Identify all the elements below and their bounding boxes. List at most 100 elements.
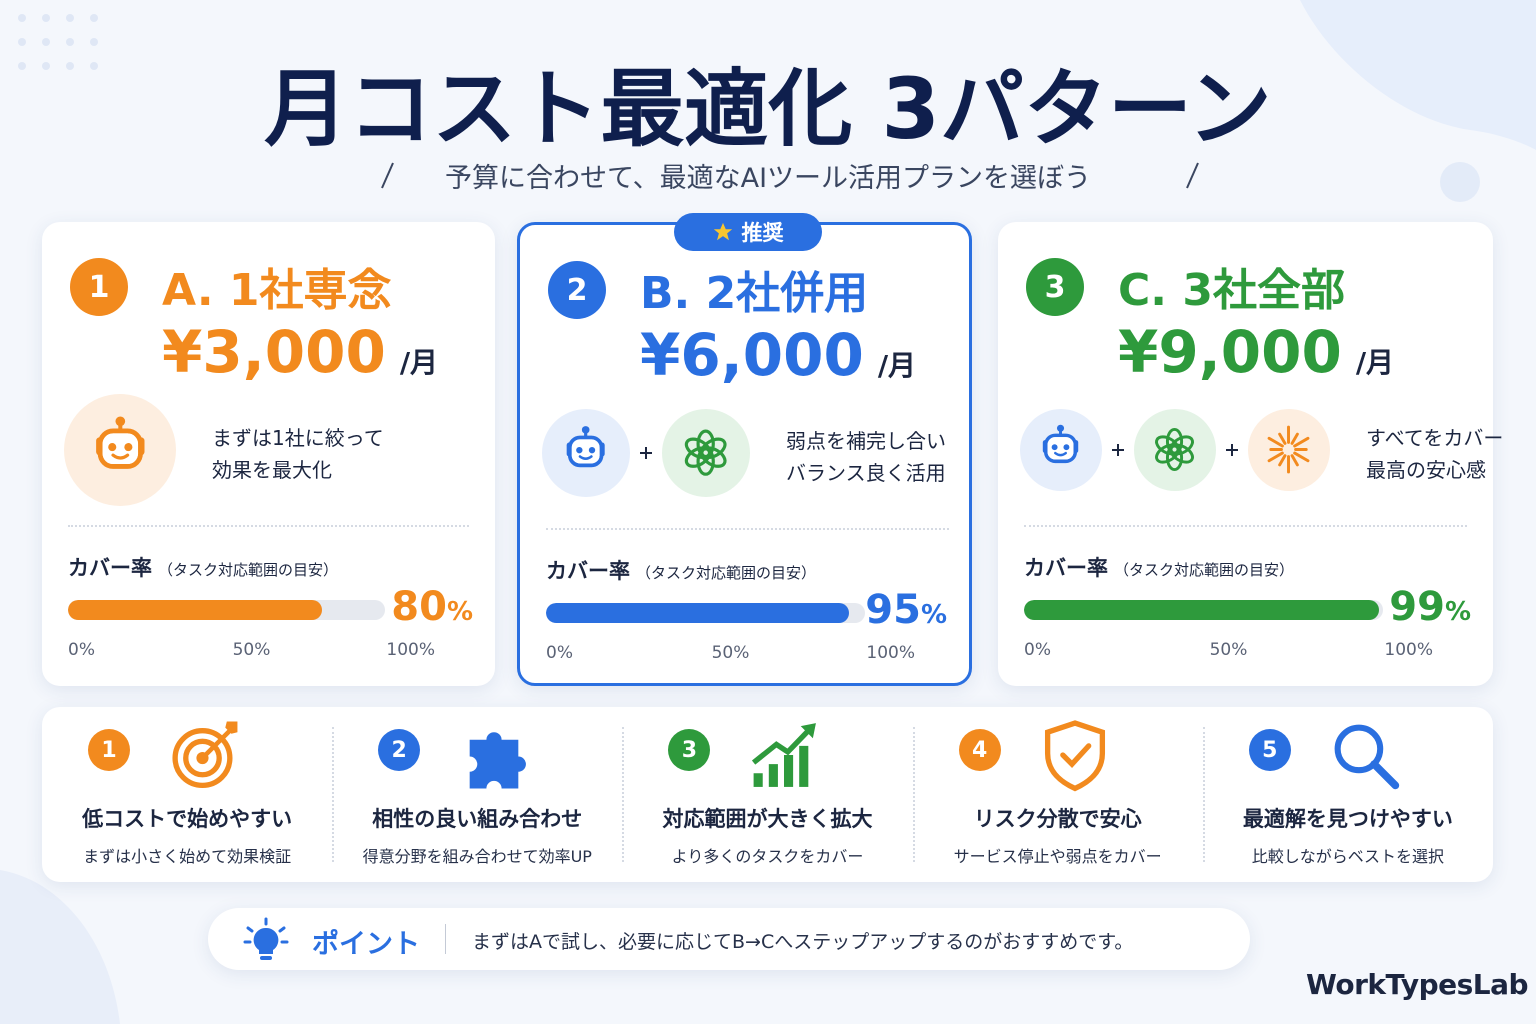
- coverage-track: [68, 600, 385, 620]
- tick-label: 50%: [1209, 640, 1248, 660]
- price-unit: /月: [1355, 346, 1395, 379]
- coverage-value: 95%: [865, 587, 947, 633]
- plan-number: 1: [70, 258, 128, 316]
- recommended-badge: 推奨: [673, 213, 822, 251]
- coverage-number: 95: [865, 587, 921, 633]
- plus-sign: [636, 443, 656, 467]
- tick-label: 100%: [386, 640, 435, 660]
- plan-name: B. 2社併用: [640, 268, 869, 319]
- tick-label: 50%: [711, 643, 750, 663]
- benefit-icon: [166, 717, 242, 797]
- tick-label: 0%: [68, 640, 95, 660]
- price-unit: /月: [399, 346, 439, 379]
- badge-label: 推奨: [741, 221, 784, 245]
- benefit-icon: [1327, 717, 1403, 797]
- benefit-title: 低コストで始めやすい: [82, 807, 293, 831]
- divider: [1024, 525, 1467, 527]
- coverage-bar: [68, 600, 322, 620]
- benefit-number: 2: [378, 729, 421, 771]
- tool-icon: [662, 409, 750, 497]
- star: [713, 222, 732, 241]
- benefit-number: 5: [1248, 729, 1291, 771]
- benefit-icon-svg: [469, 732, 527, 789]
- separator: [445, 924, 446, 954]
- tool-icon: [1134, 409, 1216, 491]
- divider: [68, 525, 469, 527]
- coverage-number: 80: [391, 584, 447, 630]
- coverage-heading: カバー率 （タスク対応範囲の目安）: [1024, 552, 1294, 582]
- tick-label: 100%: [1384, 640, 1433, 660]
- benefit-icon: [456, 717, 532, 797]
- benefit-number: 3: [668, 729, 711, 771]
- benefit-text: 比較しながらベストを選択: [1251, 847, 1445, 866]
- plus-sign-svg: [1112, 444, 1124, 456]
- divider: [546, 528, 949, 530]
- point-label: ポイント: [312, 929, 420, 960]
- benefit-icon: [746, 717, 822, 797]
- plan-description: 弱点を補完し合い バランス良く活用: [786, 425, 946, 489]
- benefit-title: 最適解を見つけやすい: [1242, 807, 1453, 831]
- price-row: ¥9,000/月: [1118, 318, 1394, 386]
- description-line: すべてをカバー: [1366, 426, 1504, 450]
- coverage-bar: [546, 603, 850, 623]
- column-divider: [622, 727, 625, 862]
- plan-name: A. 1社専念: [162, 265, 392, 316]
- price-row: ¥3,000/月: [162, 318, 438, 386]
- column-divider: [912, 727, 915, 862]
- coverage-note: （タスク対応範囲の目安）: [1114, 561, 1295, 579]
- benefit-number: 1: [88, 729, 130, 771]
- plan-card: 1 A. 1社専念 ¥3,000/月まずは1社に絞って 効果を最大化カバー率 （タスク対…: [42, 222, 495, 686]
- tool-icon: [542, 409, 630, 497]
- point-text: まずはAで試し、必要に応じてB→Cへステップアップするのがおすすめです。: [472, 931, 1134, 953]
- brand: WorkTypesLab: [1306, 968, 1529, 1001]
- benefit-title: 対応範囲が大きく拡大: [662, 807, 873, 831]
- plan-card: 推奨 2 B. 2社併用 ¥6,000/月弱点を補完し合い バランス良く活用カバー率 （タ…: [517, 213, 972, 686]
- plan-description: すべてをカバー 最高の安心感: [1366, 422, 1503, 486]
- benefit-title: リスク分散で安心: [973, 807, 1142, 831]
- plus-sign: [1108, 440, 1128, 464]
- plan-description: まずは1社に絞って 効果を最大化: [212, 422, 384, 486]
- price: ¥3,000: [162, 318, 386, 386]
- benefit-number: 4: [958, 729, 1001, 771]
- benefit-icon-svg: [752, 723, 817, 787]
- coverage-label: カバー率: [546, 559, 630, 583]
- bulb-icon: [243, 917, 289, 960]
- coverage-label: カバー率: [68, 556, 152, 580]
- plus-sign-svg: [640, 447, 652, 459]
- plus-sign: [1222, 440, 1242, 464]
- tool-icon-svg: [1043, 425, 1079, 464]
- plan-name: C. 3社全部: [1118, 265, 1345, 316]
- price: ¥6,000: [640, 321, 864, 389]
- coverage-note: （タスク対応範囲の目安）: [158, 561, 339, 579]
- tick-label: 50%: [232, 640, 271, 660]
- description-line: まずは1社に絞って: [212, 426, 384, 450]
- price-row: ¥6,000/月: [640, 321, 916, 389]
- point-bar: ポイント まずはAで試し、必要に応じてB→Cへステップアップするのがおすすめです…: [208, 908, 1250, 970]
- tick-label: 100%: [866, 643, 915, 663]
- description-line: 効果を最大化: [212, 458, 332, 482]
- tool-icon: [1248, 409, 1330, 491]
- coverage-unit: %: [1444, 597, 1471, 627]
- benefit-icon-svg: [1334, 724, 1399, 790]
- plan-number: 3: [1026, 258, 1084, 316]
- tool-icon: [1020, 409, 1102, 491]
- coverage-value: 80%: [391, 584, 473, 630]
- plan-number: 2: [548, 261, 606, 319]
- coverage-track: [546, 603, 865, 623]
- price-unit: /月: [877, 349, 917, 382]
- benefit-icon: [1037, 717, 1113, 797]
- coverage-number: 99: [1389, 584, 1445, 630]
- plan-card: 3 C. 3社全部 ¥9,000/月すべてをカバー 最高の安心感カバー率 （タスク対応範…: [998, 222, 1503, 686]
- coverage-note: （タスク対応範囲の目安）: [636, 564, 817, 582]
- coverage-unit: %: [446, 597, 473, 627]
- benefits-panel: 1 低コストで始めやすい まずは小さく始めて効果検証 2 相性の良い組み合わせ 得意分野を…: [42, 707, 1493, 882]
- coverage-heading: カバー率 （タスク対応範囲の目安）: [68, 552, 338, 582]
- tick-label: 0%: [546, 643, 573, 663]
- benefit-text: まずは小さく始めて効果検証: [83, 847, 292, 866]
- benefit-text: サービス停止や弱点をカバー: [953, 847, 1162, 866]
- tool-icon-svg: [1155, 428, 1195, 472]
- coverage-label: カバー率: [1024, 556, 1108, 580]
- coverage-unit: %: [920, 600, 947, 630]
